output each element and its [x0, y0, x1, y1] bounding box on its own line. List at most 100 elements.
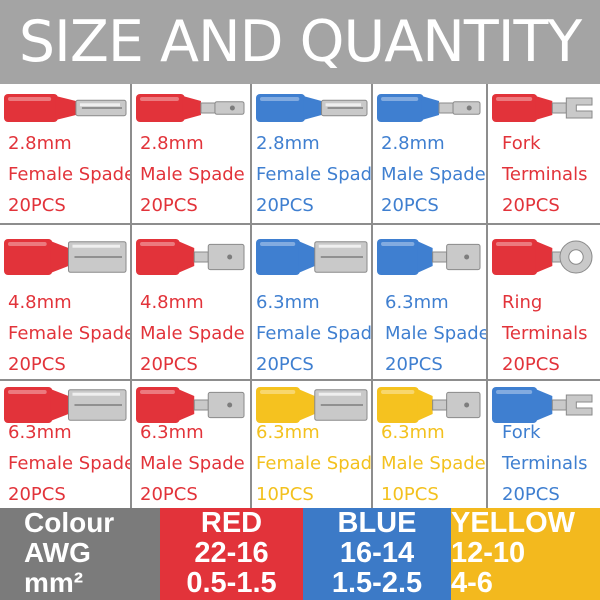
insulation-sleeve: [492, 387, 538, 423]
insulation-sleeve: [256, 387, 301, 423]
product-quantity: 20PCS: [8, 195, 66, 216]
product-cell: 6.3mm Female Spade 20PCS: [252, 225, 373, 381]
insulation-sleeve: [4, 94, 58, 122]
product-description: 6.3mm Male Spade 10PCS: [381, 417, 486, 508]
legend-red-mm2: 0.5-1.5: [160, 568, 303, 600]
insulation-highlight: [8, 390, 47, 394]
product-cell: 2.8mm Male Spade 20PCS: [373, 84, 488, 225]
blade-dimple: [227, 402, 233, 408]
product-cell: 4.8mm Female Spade 20PCS: [0, 225, 132, 381]
metal-highlight: [79, 103, 120, 107]
metal-highlight: [72, 392, 120, 396]
product-size: 2.8mm: [381, 133, 445, 154]
insulation-sleeve: [4, 387, 53, 423]
metal-highlight: [318, 244, 361, 248]
product-type: Male Spade: [381, 164, 486, 185]
header-banner: SIZE AND QUANTITY: [0, 0, 600, 84]
product-quantity: 20PCS: [256, 195, 314, 216]
insulation-taper: [182, 96, 201, 120]
product-quantity: 20PCS: [140, 354, 198, 375]
blade-dimple: [466, 105, 472, 111]
metal-neck: [551, 102, 567, 114]
product-cell: 6.3mm Female Spade 20PCS: [0, 381, 132, 508]
product-size: 6.3mm: [8, 422, 72, 443]
terminal-image: [377, 239, 481, 275]
metal-blade: [214, 101, 245, 115]
metal-blade: [207, 243, 245, 271]
insulation-taper: [417, 241, 433, 273]
insulation-taper: [177, 241, 195, 273]
product-cell: 6.3mm Male Spade 20PCS: [132, 381, 252, 508]
insulation-highlight: [381, 390, 415, 394]
product-type: Female Spade: [256, 323, 373, 344]
metal-highlight: [72, 244, 120, 248]
metal-blade: [452, 101, 481, 115]
product-description: 6.3mm Male Spade 20PCS: [385, 287, 486, 379]
insulation-taper: [298, 389, 315, 421]
insulation-sleeve: [136, 94, 185, 122]
product-description: 6.3mm Female Spade 20PCS: [8, 417, 132, 508]
product-description: 6.3mm Female Spade 10PCS: [256, 417, 371, 508]
metal-highlight: [325, 103, 361, 107]
insulation-sleeve: [377, 94, 424, 122]
insulation-highlight: [260, 97, 300, 101]
insulation-taper: [535, 96, 553, 120]
metal-neck: [432, 399, 448, 411]
product-quantity: 20PCS: [502, 354, 560, 375]
insulation-highlight: [496, 390, 533, 394]
product-type: Terminals: [502, 323, 588, 344]
product-quantity: 20PCS: [502, 484, 560, 505]
product-quantity: 10PCS: [256, 484, 314, 505]
product-cell: 2.8mm Female Spade 20PCS: [0, 84, 132, 225]
product-quantity: 20PCS: [8, 354, 66, 375]
insulation-highlight: [381, 97, 419, 101]
product-description: 2.8mm Female Spade 20PCS: [8, 128, 130, 221]
product-quantity: 20PCS: [140, 484, 198, 505]
insulation-taper: [417, 389, 433, 421]
insulation-taper: [298, 241, 315, 273]
product-quantity: 20PCS: [256, 354, 314, 375]
product-type: Female Spade: [8, 323, 132, 344]
insulation-taper: [55, 96, 76, 120]
insulation-taper: [50, 241, 69, 273]
product-type: Female Spade: [256, 164, 373, 185]
insulation-sleeve: [136, 387, 180, 423]
product-quantity: 20PCS: [502, 195, 560, 216]
insulation-taper: [421, 96, 440, 120]
insulation-highlight: [8, 242, 47, 246]
insulation-taper: [177, 389, 195, 421]
terminal-image: [492, 94, 593, 122]
insulation-sleeve: [256, 94, 306, 122]
product-cell: Fork Terminals 20PCS: [488, 84, 600, 225]
product-cell: 6.3mm Female Spade 10PCS: [252, 381, 373, 508]
product-type: Female Spade: [8, 453, 132, 474]
metal-neck: [200, 102, 216, 114]
product-size: 2.8mm: [8, 133, 72, 154]
insulation-highlight: [140, 242, 175, 246]
insulation-highlight: [140, 97, 179, 101]
product-size: 6.3mm: [256, 292, 320, 313]
legend-yellow-awg: 12-10: [451, 538, 600, 568]
fork-prongs: [565, 394, 593, 416]
product-type: Terminals: [502, 164, 588, 185]
legend-yellow-mm2: 4-6: [451, 568, 600, 600]
insulation-highlight: [8, 97, 52, 101]
product-quantity: 20PCS: [381, 195, 439, 216]
product-size: 6.3mm: [140, 422, 204, 443]
insulation-highlight: [496, 97, 533, 101]
insulation-highlight: [496, 242, 533, 246]
legend-red-awg: 22-16: [160, 538, 303, 568]
legend-yellow-name: YELLOW: [451, 508, 600, 538]
legend-red-name: RED: [160, 508, 303, 538]
metal-neck: [432, 251, 448, 263]
product-description: Fork Terminals 20PCS: [502, 128, 587, 221]
legend-blue-awg: 16-14: [303, 538, 451, 568]
terminal-image: [377, 94, 481, 122]
product-description: 2.8mm Male Spade 20PCS: [140, 128, 245, 221]
ring-hole: [568, 249, 584, 265]
metal-neck: [193, 251, 209, 263]
product-size: 2.8mm: [140, 133, 204, 154]
product-cell: Fork Terminals 20PCS: [488, 381, 600, 508]
insulation-highlight: [381, 242, 415, 246]
legend-row-label-colour: Colour: [0, 508, 160, 538]
